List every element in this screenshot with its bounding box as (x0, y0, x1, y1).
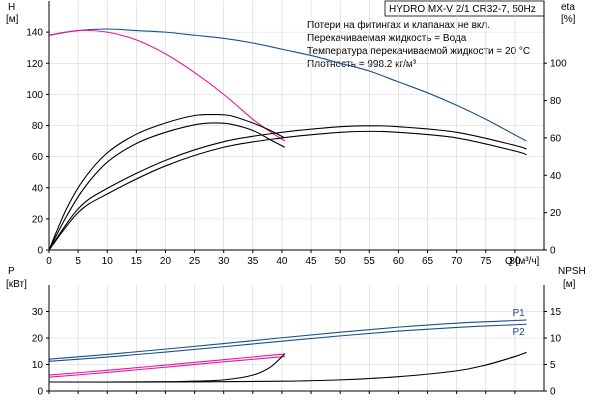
top-series-line (48, 130, 527, 251)
x-tick-label: 0 (46, 256, 52, 267)
x-tick-label: 55 (364, 256, 376, 267)
top-right-tick-label: 40 (550, 171, 562, 182)
x-tick-label: 5 (75, 256, 81, 267)
bottom-series-line (48, 356, 285, 378)
x-tick-label: 50 (335, 256, 347, 267)
top-series-line (48, 28, 527, 142)
bottom-right-axis-unit: [м] (563, 279, 576, 290)
x-tick-label: 30 (218, 256, 230, 267)
top-left-tick-label: 0 (37, 246, 43, 257)
top-left-tick-label: 100 (26, 90, 43, 101)
top-right-tick-label: 20 (550, 208, 562, 219)
bottom-left-tick-label: 0 (37, 387, 43, 398)
x-tick-label: 70 (451, 256, 463, 267)
bottom-right-tick-label: 5 (550, 360, 556, 371)
top-left-axis-name: H (8, 2, 15, 13)
chart-title-text: HYDRO MX-V 2/1 CR32-7, 50Hz (389, 4, 536, 15)
x-axis-label: Q [м³/ч] (505, 256, 540, 267)
top-right-axis-name: eta (561, 2, 575, 13)
top-series-line (48, 29, 286, 142)
bottom-left-axis-unit: [кВт] (6, 279, 27, 290)
x-tick-label: 80 (509, 256, 521, 267)
x-tick-label: 25 (189, 256, 201, 267)
top-left-axis-unit: [м] (6, 14, 19, 25)
bottom-left-axis-name: P (8, 266, 15, 277)
top-left-tick-label: 20 (32, 214, 44, 225)
legend-labels: P1 P2 (513, 308, 526, 338)
bottom-left-tick-label: 10 (32, 360, 44, 371)
bottom-series-line (48, 323, 527, 362)
top-right-tick-label: 60 (550, 133, 562, 144)
top-grid (49, 1, 544, 250)
top-right-tick-label: 0 (550, 246, 556, 257)
top-series-line (48, 113, 286, 251)
bottom-right-tick-label: 10 (550, 334, 562, 345)
note-line: Температура перекачиваемой жидкости = 20… (307, 46, 530, 57)
top-left-tick-label: 80 (32, 121, 44, 132)
bottom-series-line (48, 353, 286, 383)
x-tick-label: 40 (276, 256, 288, 267)
top-series-line (48, 125, 527, 251)
x-tick-label: 15 (131, 256, 143, 267)
top-left-tick-label: 60 (32, 152, 44, 163)
x-tick-label: 45 (305, 256, 317, 267)
x-tick-label: 10 (102, 256, 114, 267)
chart-title: HYDRO MX-V 2/1 CR32-7, 50Hz (384, 0, 545, 17)
axes (48, 1, 545, 392)
bottom-left-tick-label: 20 (32, 334, 44, 345)
top-right-tick-label: 100 (550, 59, 567, 70)
bottom-grid (49, 285, 544, 391)
top-series-line (48, 122, 286, 251)
bottom-right-axis-name: NPSH (558, 266, 586, 277)
bottom-series-line (48, 351, 527, 383)
bottom-series-line (48, 353, 285, 376)
top-left-tick-label: 140 (26, 28, 43, 39)
x-tick-label: 20 (160, 256, 172, 267)
top-right-tick-label: 80 (550, 96, 562, 107)
x-tick-label: 35 (247, 256, 259, 267)
x-tick-label: 75 (480, 256, 492, 267)
note-line: Плотность = 998.2 кг/м³ (307, 59, 417, 70)
bottom-right-tick-label: 0 (550, 387, 556, 398)
x-tick-label: 60 (393, 256, 405, 267)
top-left-tick-label: 120 (26, 59, 43, 70)
top-right-axis-unit: [%] (561, 14, 576, 25)
series-label-p2: P2 (513, 327, 526, 338)
series-label-p1: P1 (513, 308, 526, 319)
top-curves (48, 28, 527, 251)
bottom-curves (48, 319, 527, 383)
top-left-tick-label: 40 (32, 183, 44, 194)
bottom-right-tick-label: 15 (550, 307, 562, 318)
bottom-left-tick-label: 30 (32, 307, 44, 318)
x-tick-label: 65 (422, 256, 434, 267)
bottom-series-line (48, 319, 527, 360)
note-line: Перекачиваемая жидкость = Вода (307, 33, 467, 44)
